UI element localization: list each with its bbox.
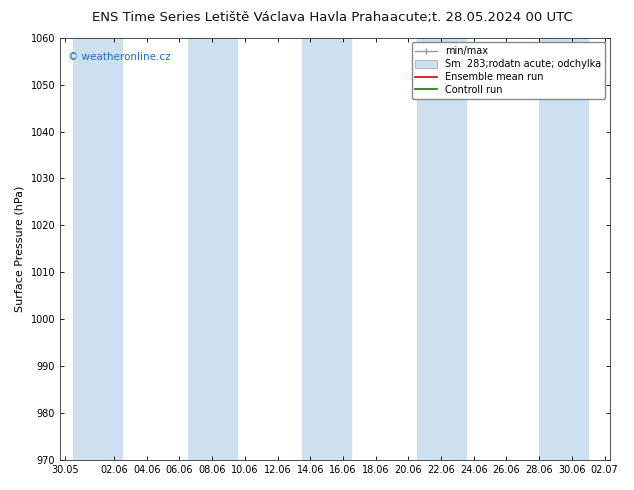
Bar <box>188 38 236 460</box>
Bar <box>417 38 465 460</box>
Text: acute;t. 28.05.2024 00 UTC: acute;t. 28.05.2024 00 UTC <box>391 11 573 24</box>
Bar <box>73 38 122 460</box>
Y-axis label: Surface Pressure (hPa): Surface Pressure (hPa) <box>15 186 25 312</box>
Legend: min/max, Sm  283;rodatn acute; odchylka, Ensemble mean run, Controll run: min/max, Sm 283;rodatn acute; odchylka, … <box>411 43 605 99</box>
Bar <box>302 38 351 460</box>
Text: ENS Time Series Letiště Václava Havla Praha: ENS Time Series Letiště Václava Havla Pr… <box>92 11 390 24</box>
Text: © weatheronline.cz: © weatheronline.cz <box>68 52 171 62</box>
Bar <box>539 38 588 460</box>
